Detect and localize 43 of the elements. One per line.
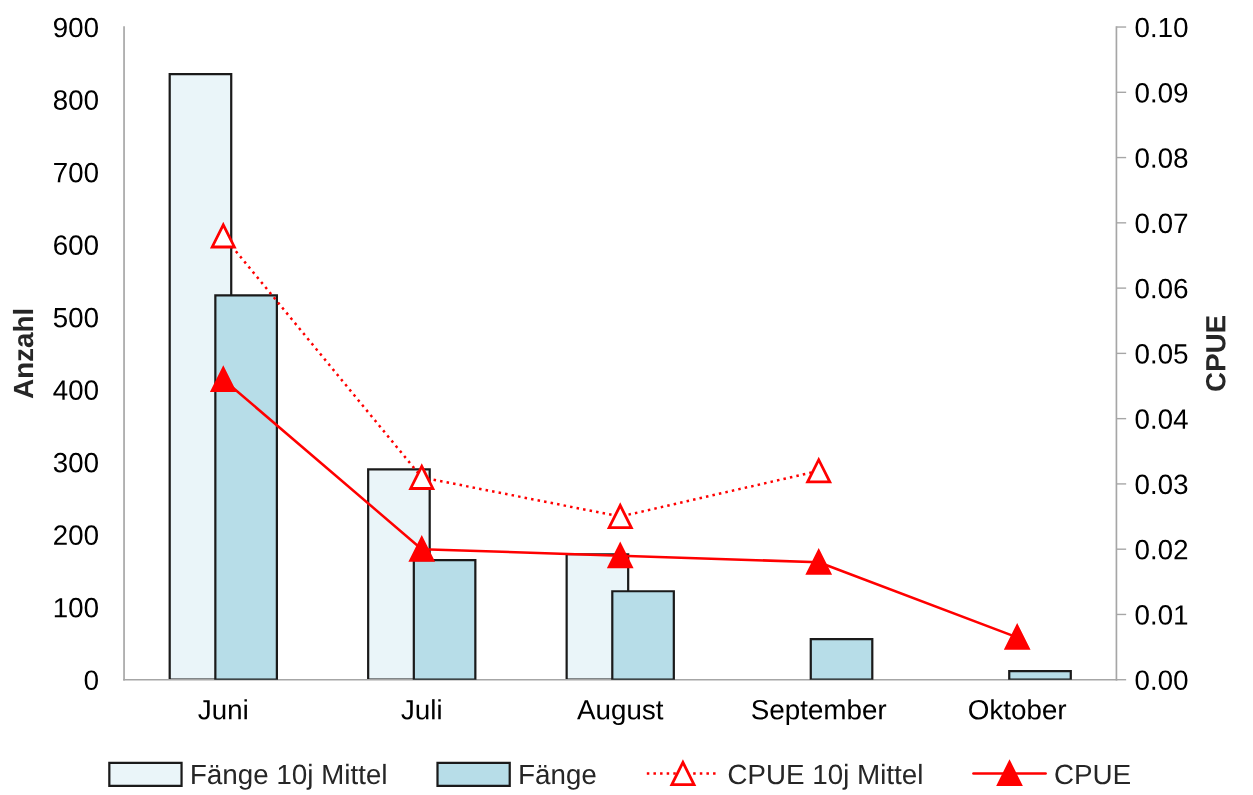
y2-tick-label: 0.01: [1135, 605, 1188, 625]
y2-tick-label: 0.08: [1135, 148, 1188, 168]
point: [210, 366, 236, 392]
y2-tick-label: 0.03: [1135, 474, 1188, 495]
y2-tick-label: 0.06: [1135, 278, 1188, 299]
y2-tick-label: 0.02: [1135, 539, 1188, 560]
point: [806, 549, 832, 575]
x-tick-label: Juli: [401, 699, 441, 720]
y-tick-label: 0: [84, 670, 98, 691]
y2-tick-label: 0.10: [1135, 17, 1188, 38]
legend-label: CPUE 10j Mittel: [728, 763, 922, 790]
y-tick-label: 600: [54, 235, 98, 255]
y-tick-label: 100: [54, 597, 98, 618]
y-tick-label: 300: [53, 452, 98, 473]
y2-tick-label: 0.05: [1135, 344, 1188, 364]
y2-tick-label: 0.07: [1135, 213, 1188, 234]
legend-label: Fänge: [520, 764, 596, 790]
legend-label: Fänge 10j Mittel: [192, 763, 386, 790]
y-tick-label: 800: [53, 90, 98, 110]
y2-tick-label: 0.09: [1135, 82, 1188, 103]
x-tick-label: Juni: [198, 699, 247, 720]
point: [607, 543, 633, 569]
x-tick-label: September: [752, 699, 887, 726]
x-tick-label: August: [577, 700, 664, 726]
y-tick-label: 700: [54, 162, 98, 183]
point: [607, 504, 633, 530]
legend-label: CPUE: [1055, 764, 1130, 785]
y2-tick-label: 0.04: [1135, 409, 1188, 429]
y-axis-title: Anzahl: [12, 309, 34, 399]
point: [806, 458, 832, 484]
y2-tick-label: 0.00: [1135, 670, 1188, 691]
point: [1004, 624, 1030, 650]
bar: [809, 638, 874, 680]
bar: [1008, 669, 1072, 680]
y-tick-label: 500: [53, 307, 98, 328]
x-tick-label: Oktober: [969, 699, 1067, 720]
y-tick-label: 200: [54, 525, 98, 546]
y-tick-label: 400: [53, 380, 98, 400]
y2-axis-title: CPUE: [1205, 315, 1226, 391]
point: [409, 536, 435, 562]
point: [409, 464, 435, 490]
point: [210, 223, 236, 249]
y-tick-label: 900: [54, 17, 98, 38]
